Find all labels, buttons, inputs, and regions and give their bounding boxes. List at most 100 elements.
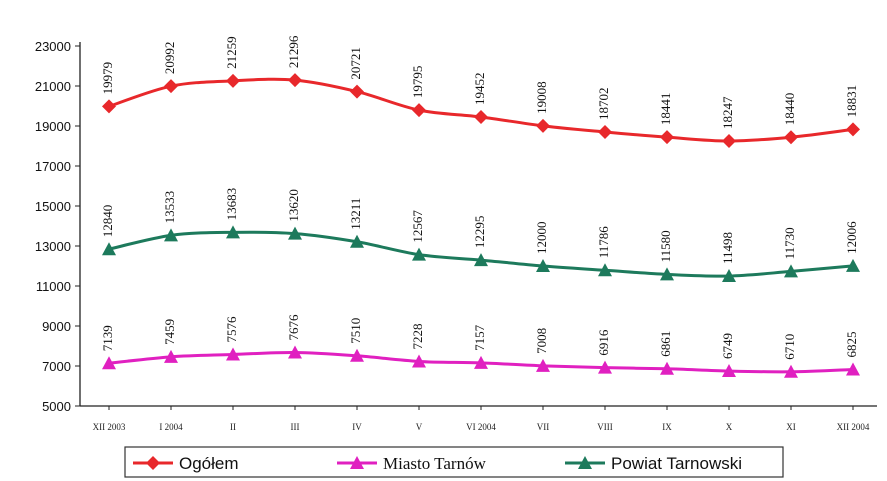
data-point bbox=[846, 258, 860, 272]
legend-label: Miasto Tarnów bbox=[383, 454, 487, 473]
data-point bbox=[784, 130, 798, 145]
x-tick-label: V bbox=[416, 422, 423, 432]
y-tick-label: 11000 bbox=[36, 279, 71, 294]
data-point bbox=[722, 134, 736, 149]
data-point bbox=[474, 355, 488, 369]
data-label: 6710 bbox=[782, 334, 797, 360]
data-point bbox=[474, 109, 488, 124]
data-label: 12000 bbox=[534, 222, 549, 255]
data-label: 21296 bbox=[286, 35, 301, 68]
x-tick-label: XII 2003 bbox=[93, 422, 126, 432]
data-label: 12840 bbox=[100, 205, 115, 238]
data-label: 11786 bbox=[596, 226, 611, 259]
y-tick-label: 5000 bbox=[42, 399, 71, 414]
data-label: 13533 bbox=[162, 191, 177, 224]
x-tick-label: III bbox=[291, 422, 300, 432]
data-label: 11580 bbox=[658, 230, 673, 262]
legend bbox=[124, 446, 784, 478]
data-label: 19452 bbox=[472, 72, 487, 105]
data-point bbox=[846, 122, 860, 137]
x-tick-label: VIII bbox=[597, 422, 613, 432]
data-label: 19979 bbox=[100, 62, 115, 95]
data-point bbox=[164, 349, 178, 363]
data-label: 7139 bbox=[100, 325, 115, 351]
data-label: 12295 bbox=[472, 216, 487, 249]
data-point bbox=[350, 234, 364, 248]
data-label: 7008 bbox=[534, 328, 549, 354]
data-point bbox=[660, 267, 674, 281]
data-label: 18831 bbox=[844, 85, 859, 118]
data-point bbox=[536, 358, 550, 372]
data-label: 20992 bbox=[162, 42, 177, 75]
data-label: 12006 bbox=[844, 221, 859, 254]
data-point bbox=[784, 264, 798, 278]
data-point bbox=[226, 347, 240, 361]
y-tick-label: 23000 bbox=[35, 39, 71, 54]
x-tick-label: II bbox=[230, 422, 236, 432]
data-label: 11730 bbox=[782, 227, 797, 259]
data-label: 13683 bbox=[224, 188, 239, 221]
data-point bbox=[226, 73, 240, 88]
legend-swatch-marker bbox=[350, 456, 364, 469]
data-point bbox=[536, 118, 550, 133]
data-label: 6825 bbox=[844, 332, 859, 358]
data-point bbox=[102, 242, 116, 256]
y-tick-label: 13000 bbox=[35, 239, 71, 254]
data-label: 20721 bbox=[348, 47, 363, 80]
data-label: 19008 bbox=[534, 81, 549, 114]
data-point bbox=[598, 124, 612, 139]
data-label: 7459 bbox=[162, 319, 177, 345]
data-point bbox=[660, 361, 674, 375]
data-label: 6749 bbox=[720, 333, 735, 359]
data-label: 19795 bbox=[410, 66, 425, 99]
data-point bbox=[350, 348, 364, 362]
x-tick-label: VI 2004 bbox=[466, 422, 496, 432]
data-point bbox=[412, 354, 426, 368]
data-point bbox=[474, 253, 488, 267]
data-point bbox=[288, 345, 302, 359]
y-tick-label: 9000 bbox=[42, 319, 71, 334]
data-point bbox=[536, 259, 550, 272]
x-tick-label: IV bbox=[352, 422, 362, 432]
y-tick-label: 17000 bbox=[35, 159, 71, 174]
data-point bbox=[226, 225, 240, 239]
data-point bbox=[722, 364, 736, 378]
data-label: 13211 bbox=[348, 198, 363, 230]
data-label: 21259 bbox=[224, 36, 239, 69]
data-point bbox=[350, 84, 364, 99]
data-label: 7228 bbox=[410, 323, 425, 349]
x-tick-label: XII 2004 bbox=[837, 422, 870, 432]
data-point bbox=[164, 79, 178, 94]
legend-swatch-marker bbox=[146, 456, 160, 470]
data-label: 6861 bbox=[658, 331, 673, 357]
x-tick-label: I 2004 bbox=[159, 422, 183, 432]
data-point bbox=[598, 360, 612, 374]
data-point bbox=[102, 356, 116, 370]
data-label: 18702 bbox=[596, 87, 611, 120]
data-point bbox=[288, 73, 302, 88]
data-label: 7157 bbox=[472, 324, 487, 351]
data-point bbox=[288, 226, 302, 240]
x-tick-label: XI bbox=[786, 422, 796, 432]
legend-label: Powiat Tarnowski bbox=[611, 454, 742, 473]
data-point bbox=[722, 269, 736, 283]
data-label: 13620 bbox=[286, 189, 301, 222]
data-label: 6916 bbox=[596, 329, 611, 356]
data-label: 18440 bbox=[782, 93, 797, 126]
data-point bbox=[164, 228, 178, 242]
x-tick-label: IX bbox=[662, 422, 672, 432]
data-label: 11498 bbox=[720, 232, 735, 264]
data-point bbox=[846, 362, 860, 376]
data-point bbox=[412, 103, 426, 118]
data-label: 18441 bbox=[658, 93, 673, 126]
data-label: 7676 bbox=[286, 314, 301, 341]
x-tick-label: X bbox=[726, 422, 733, 432]
legend-label: Ogółem bbox=[179, 454, 239, 473]
data-point bbox=[598, 263, 612, 277]
x-tick-label: VII bbox=[537, 422, 550, 432]
data-label: 12567 bbox=[410, 210, 425, 243]
data-label: 18247 bbox=[720, 96, 735, 129]
data-point bbox=[102, 99, 116, 114]
